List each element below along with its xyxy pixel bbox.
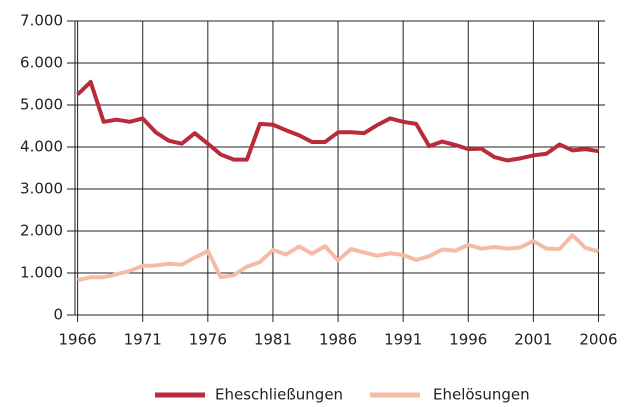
x-tick-label: 2001 xyxy=(514,331,552,349)
y-tick-label: 4.000 xyxy=(20,138,63,156)
y-tick-label: 1.000 xyxy=(20,264,63,282)
y-tick-label: 6.000 xyxy=(20,54,63,72)
y-tick-label: 7.000 xyxy=(20,12,63,30)
legend-label: Ehelösungen xyxy=(433,386,530,404)
x-tick-label: 1971 xyxy=(124,331,162,349)
series-line xyxy=(77,233,600,283)
y-tick-label: 2.000 xyxy=(20,222,63,240)
y-tick-label: 3.000 xyxy=(20,180,63,198)
x-tick-label: 2006 xyxy=(579,331,617,349)
x-tick-label: 1966 xyxy=(59,331,97,349)
series-line xyxy=(76,79,599,163)
x-tick-label: 1981 xyxy=(254,331,292,349)
y-tick-label: 0 xyxy=(53,306,63,324)
legend-label: Eheschließungen xyxy=(215,386,343,404)
x-tick-label: 1996 xyxy=(449,331,487,349)
x-tick-label: 1991 xyxy=(384,331,422,349)
x-tick-label: 1976 xyxy=(189,331,227,349)
y-tick-label: 5.000 xyxy=(20,96,63,114)
x-tick-label: 1986 xyxy=(319,331,357,349)
